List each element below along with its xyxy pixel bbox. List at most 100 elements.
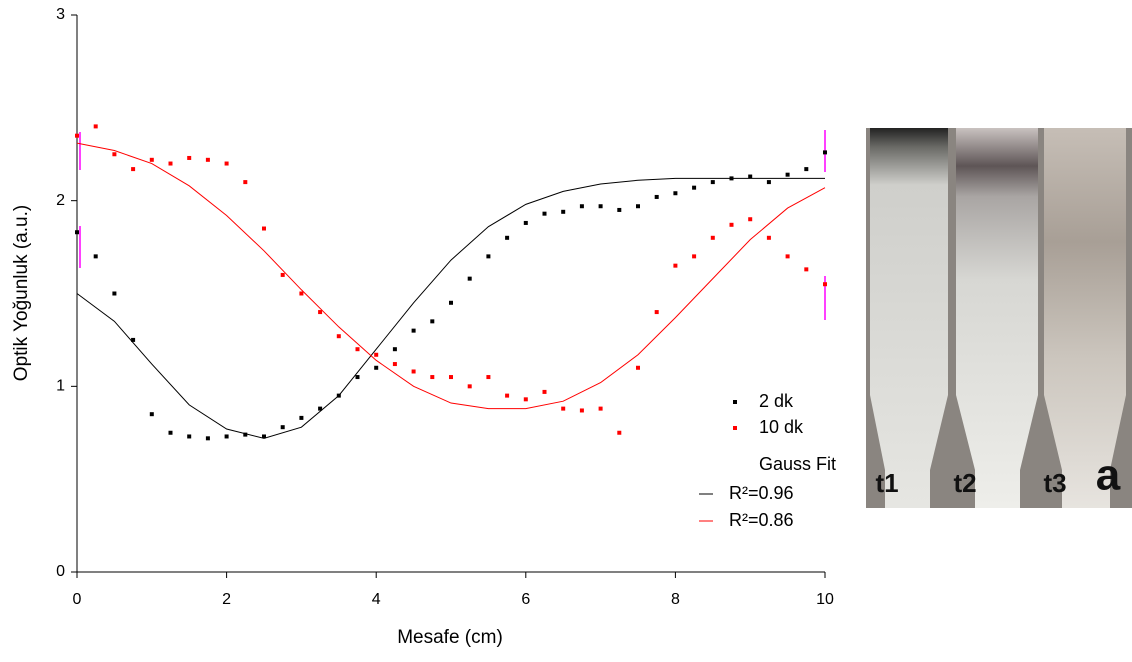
data-point [579, 204, 584, 209]
data-point [243, 432, 248, 437]
x-axis-label: Mesafe (cm) [397, 627, 503, 648]
data-point [243, 180, 248, 185]
fit-line [76, 142, 826, 410]
data-point [112, 152, 117, 157]
x-tick-label: 10 [816, 591, 834, 608]
y-tick-label: 1 [56, 378, 65, 395]
data-point [766, 235, 771, 240]
data-point [392, 347, 397, 352]
data-point [785, 172, 790, 177]
data-point [149, 157, 154, 162]
data-point [318, 310, 323, 315]
data-point [673, 191, 678, 196]
x-tick-label: 2 [222, 591, 231, 608]
data-point [93, 254, 98, 259]
data-point [654, 310, 659, 315]
data-point [505, 393, 510, 398]
legend-label: 10 dk [759, 417, 804, 437]
data-point [374, 352, 379, 357]
photo: t1 t2 t3 a [866, 128, 1132, 508]
data-point [224, 161, 229, 166]
data-point [131, 167, 136, 172]
data-point [299, 291, 304, 296]
data-point [523, 397, 528, 402]
tube [956, 128, 1038, 508]
data-point [224, 434, 229, 439]
data-point [804, 167, 809, 172]
y-axis-label: Optik Yoğunluk (a.u.) [11, 205, 32, 381]
data-point [636, 365, 640, 370]
data-point [617, 430, 622, 435]
legend-label: 2 dk [759, 391, 794, 411]
data-point [75, 230, 79, 235]
data-point [804, 267, 809, 272]
data-point [355, 347, 360, 352]
data-point [673, 263, 678, 268]
tube [1044, 128, 1126, 508]
data-point [692, 254, 697, 259]
data-point [187, 434, 192, 439]
y-tick-label: 3 [56, 6, 65, 23]
y-tick-label: 0 [56, 563, 65, 580]
data-point [748, 217, 753, 222]
data-point [636, 204, 640, 209]
data-point [374, 365, 379, 370]
data-point [299, 415, 304, 420]
data-point [542, 389, 547, 394]
data-point [710, 235, 715, 240]
data-point [449, 375, 453, 380]
photo-label: t3 [1043, 468, 1066, 498]
y-tick-label: 2 [56, 192, 65, 209]
legend-title: Gauss Fit [759, 454, 836, 474]
photo-label: t1 [875, 468, 898, 498]
data-point [561, 406, 566, 411]
data-point [430, 375, 435, 380]
data-point [411, 369, 416, 374]
data-point [131, 337, 136, 342]
fit-line [76, 177, 825, 439]
legend-marker [733, 400, 737, 404]
data-point [449, 300, 453, 305]
data-point [766, 180, 771, 185]
legend-marker [733, 426, 737, 430]
data-point [168, 430, 173, 435]
data-point [523, 220, 528, 225]
data-point [598, 406, 603, 411]
data-point [187, 155, 192, 160]
data-point [93, 124, 98, 129]
data-point [168, 161, 173, 166]
data-point [542, 211, 547, 216]
data-point [262, 434, 266, 439]
data-point [149, 412, 154, 417]
data-point [112, 291, 117, 296]
data-point [617, 207, 622, 212]
data-point [392, 362, 397, 367]
data-point [486, 375, 491, 380]
data-point [710, 180, 715, 185]
data-point [280, 272, 285, 277]
data-point [692, 185, 697, 190]
data-point [823, 150, 827, 155]
data-point [505, 235, 510, 240]
range-arrows [79, 130, 826, 320]
data-point [561, 209, 566, 214]
photo-label: t2 [953, 468, 976, 498]
data-point [729, 222, 734, 227]
tube [870, 128, 948, 508]
photo-label: a [1096, 451, 1121, 500]
legend-label: R²=0.86 [729, 510, 794, 530]
data-point [598, 204, 603, 209]
data-point [280, 425, 285, 430]
data-point [823, 282, 827, 287]
data-point [205, 436, 210, 441]
x-tick-label: 4 [372, 591, 381, 608]
data-point [262, 226, 266, 231]
x-tick-label: 0 [73, 591, 82, 608]
data-point [355, 375, 360, 380]
data-point [336, 334, 341, 339]
data-point [75, 133, 79, 138]
data-point [411, 328, 416, 333]
data-point [748, 174, 753, 179]
